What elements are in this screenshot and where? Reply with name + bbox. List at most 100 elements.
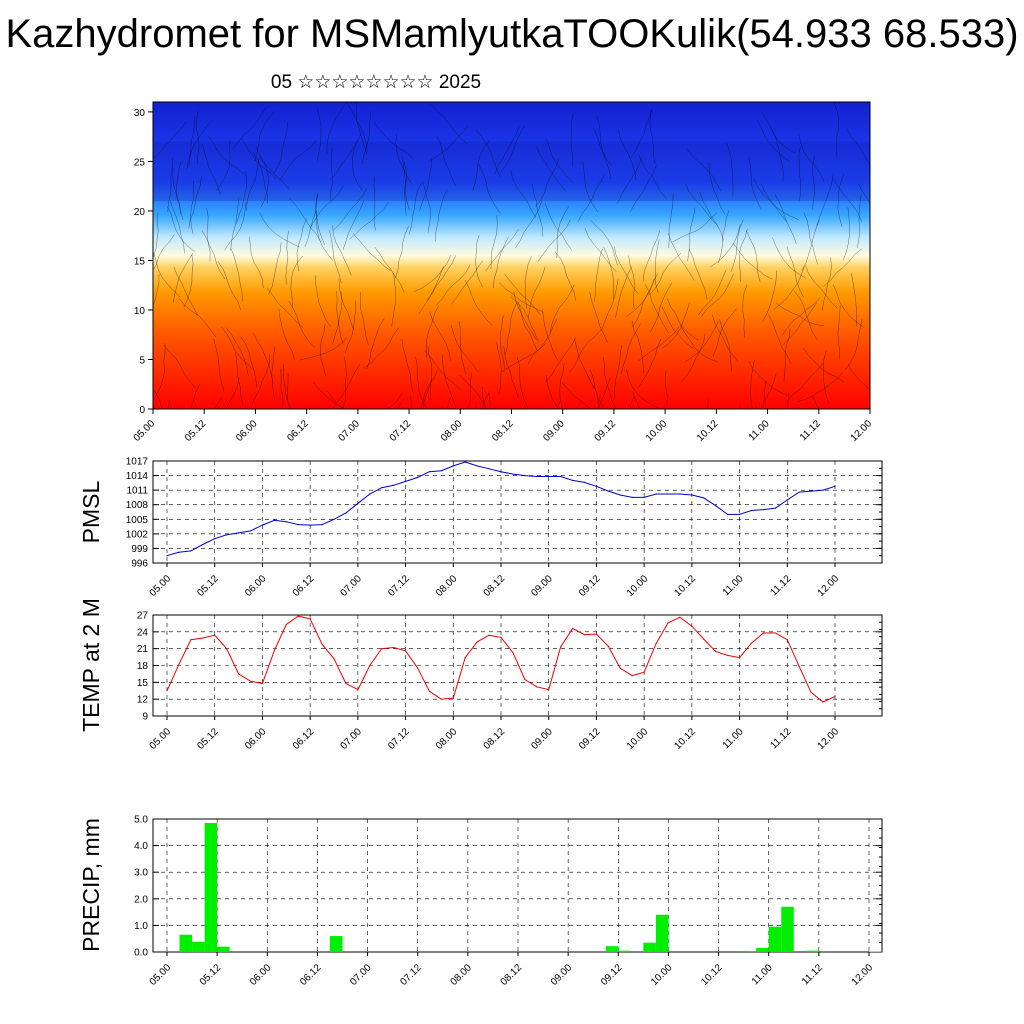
heatmap-xtick-label: 07.12 <box>388 418 414 444</box>
heatmap-xtick-label: 12.00 <box>849 418 875 444</box>
pmsl-xtick-label: 08.12 <box>482 573 508 599</box>
precipitation-xtick-label: 05.12 <box>198 962 224 988</box>
streamline <box>822 350 830 404</box>
temperature-point <box>822 701 824 703</box>
precipitation-bar <box>192 941 205 952</box>
precipitation-bar <box>204 822 218 952</box>
streamline <box>603 357 617 409</box>
streamline <box>492 236 509 289</box>
streamline <box>373 122 414 159</box>
streamline <box>333 188 368 231</box>
precipitation-bar <box>869 951 882 952</box>
streamline <box>485 228 519 272</box>
heatmap-ytick-label: 5 <box>139 355 145 366</box>
streamline <box>504 302 517 356</box>
pmsl-xtick-label: 05.00 <box>148 573 174 599</box>
streamline <box>515 201 542 249</box>
streamline <box>207 135 245 175</box>
streamline <box>190 180 194 235</box>
streamline <box>773 266 805 310</box>
pmsl-point <box>595 485 598 487</box>
streamline <box>582 161 598 213</box>
temperature-ytick-label: 27 <box>137 611 149 622</box>
streamline <box>712 314 739 362</box>
temperature-point <box>428 690 431 692</box>
streamline <box>349 201 389 240</box>
temperature-point <box>715 650 717 653</box>
streamline <box>802 347 844 383</box>
streamline <box>475 405 477 409</box>
pmsl-ytick-label: 1008 <box>126 500 149 511</box>
temperature-point <box>178 663 180 665</box>
heatmap-xtick-label: 09.12 <box>593 418 619 444</box>
streamline <box>783 302 818 345</box>
streamline <box>413 254 452 293</box>
temperature-point <box>667 622 669 624</box>
streamline <box>561 382 592 409</box>
streamline <box>424 350 462 391</box>
chart-subtitle: 05 ☆☆☆☆☆☆☆☆ 2025 <box>270 72 482 93</box>
heatmap-ytick-label: 10 <box>134 306 146 317</box>
precipitation-xtick-label: 11.00 <box>750 962 775 987</box>
heatmap-xtick-label: 11.12 <box>798 418 823 443</box>
streamline <box>373 176 376 231</box>
pmsl-point <box>202 543 204 546</box>
streamline <box>706 399 709 409</box>
temperature-point <box>738 657 741 659</box>
streamline <box>278 308 295 361</box>
streamline <box>475 234 483 288</box>
streamline <box>535 158 560 207</box>
temperature-point <box>381 648 383 650</box>
streamline <box>679 325 718 363</box>
pmsl-point <box>416 476 419 479</box>
streamline <box>255 147 290 190</box>
streamline <box>153 273 160 307</box>
streamline <box>280 140 317 180</box>
streamline <box>688 248 708 300</box>
streamline <box>173 266 198 316</box>
streamline <box>771 128 784 182</box>
pmsl-point <box>166 555 168 557</box>
streamline <box>252 152 268 204</box>
pmsl-xtick-label: 05.12 <box>195 573 221 599</box>
streamline <box>654 239 660 293</box>
temperature-xtick-label: 07.00 <box>339 726 365 752</box>
streamline <box>816 174 834 226</box>
precipitation-bar <box>217 946 230 952</box>
pmsl-xtick-label: 07.12 <box>386 573 412 599</box>
streamline <box>738 404 741 409</box>
precipitation-xtick-label: 10.00 <box>649 962 675 988</box>
streamline <box>202 143 221 195</box>
temperature-point <box>750 642 753 644</box>
temperature-xtick-label: 07.12 <box>386 726 412 752</box>
pmsl-point <box>452 465 454 467</box>
streamline <box>326 104 346 154</box>
temperature-point <box>393 646 395 649</box>
pmsl-xtick-label: 09.00 <box>529 573 555 599</box>
streamline <box>761 183 799 221</box>
streamline <box>451 260 484 305</box>
streamline <box>386 392 403 409</box>
streamline <box>418 266 444 315</box>
streamline <box>618 129 637 181</box>
streamline <box>851 272 858 327</box>
streamline <box>628 255 635 309</box>
streamline <box>786 246 804 298</box>
precipitation-bar <box>756 948 769 952</box>
streamline <box>648 252 682 296</box>
streamline <box>190 383 201 409</box>
streamline <box>352 233 392 272</box>
heatmap-xtick-label: 07.00 <box>337 418 363 444</box>
streamline <box>494 126 520 175</box>
streamline <box>481 391 491 409</box>
streamline <box>230 248 243 302</box>
streamline <box>732 243 773 280</box>
streamline <box>546 138 574 185</box>
temperature-point <box>500 636 502 639</box>
streamline <box>232 106 267 149</box>
pmsl-ytick-label: 1002 <box>126 529 149 540</box>
temperature-point <box>273 649 275 651</box>
streamline <box>410 395 413 409</box>
pmsl-point <box>583 481 586 483</box>
temperature-point <box>333 658 335 660</box>
